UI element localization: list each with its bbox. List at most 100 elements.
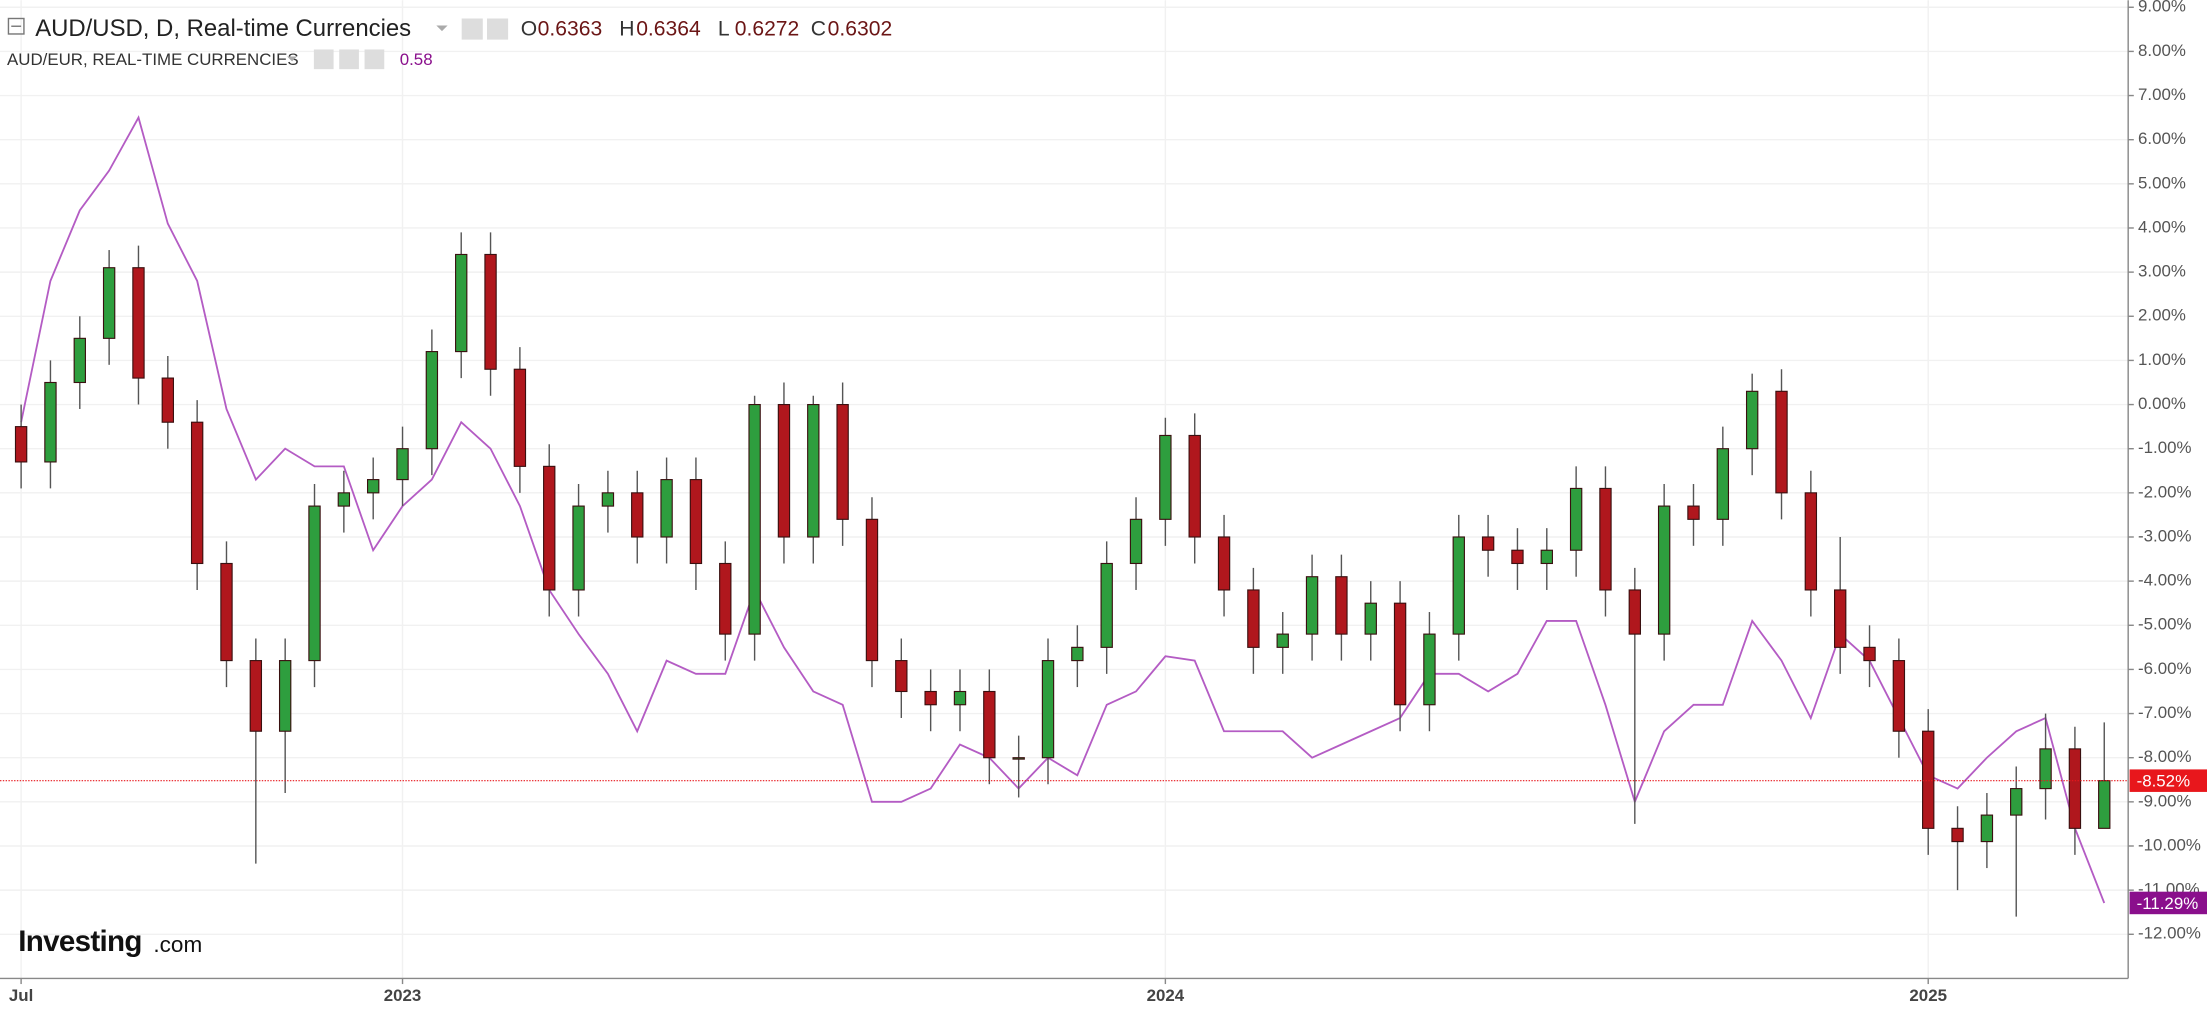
candle-body	[2039, 748, 2052, 790]
candle-body	[1599, 487, 1612, 591]
candle-body	[865, 518, 879, 662]
grid	[0, 0, 2129, 979]
candle-body	[2010, 788, 2023, 816]
ohlc-letter: O	[521, 17, 537, 40]
last-value-badge	[2129, 891, 2207, 915]
candle-body	[366, 479, 380, 494]
last-value-label: -8.52%	[2137, 772, 2190, 791]
candle-body	[1569, 487, 1583, 551]
settings-icon[interactable]	[487, 18, 509, 40]
candle-body	[1305, 576, 1319, 635]
dropdown-arrow[interactable]	[287, 56, 297, 62]
x-tick-label: Jul	[9, 986, 33, 1005]
candle-body	[1159, 434, 1172, 520]
y-tick-label: -3.00%	[2138, 526, 2191, 545]
candle-body	[572, 505, 585, 591]
candle-body	[278, 660, 292, 732]
candle-body	[807, 403, 820, 538]
candle-body	[1951, 827, 1964, 843]
ohlc-value: 0.6272	[735, 17, 800, 40]
x-tick-label: 2023	[384, 986, 422, 1005]
candle-body	[1511, 549, 1524, 565]
y-tick-label: -8.00%	[2138, 747, 2191, 766]
last-value-label: -11.29%	[2137, 894, 2199, 913]
candle-body	[1217, 536, 1231, 591]
y-tick-label: 0.00%	[2138, 394, 2186, 413]
candle-body	[14, 426, 28, 463]
candle-body	[1745, 390, 1759, 450]
settings-icon[interactable]	[313, 49, 334, 70]
ohlc-letter: H	[619, 17, 634, 40]
remove-icon[interactable]	[364, 49, 385, 70]
compare-line	[20, 115, 2106, 904]
y-tick-label: -10.00%	[2138, 835, 2201, 854]
candle-body	[425, 351, 439, 450]
candle-body	[777, 403, 791, 538]
candle-body	[1041, 660, 1055, 759]
candle-body	[924, 690, 937, 706]
x-tick-label: 2024	[1147, 986, 1185, 1005]
candle-body	[73, 337, 86, 384]
main-series-title: AUD/USD, D, Real-time Currencies	[35, 15, 411, 42]
candle-body	[1863, 646, 1876, 662]
logo-suffix: .com	[153, 932, 202, 957]
y-tick-label: 9.00%	[2138, 0, 2186, 16]
candle-body	[1100, 562, 1113, 648]
settings-icon[interactable]	[339, 49, 359, 70]
candle-body	[220, 562, 233, 662]
candle-body	[1071, 646, 1084, 662]
candle-body	[1716, 448, 1730, 520]
candle-body	[1276, 633, 1289, 648]
candle-body	[337, 492, 351, 507]
candle-body	[249, 660, 263, 732]
candle-body	[1423, 633, 1436, 706]
settings-icon[interactable]	[461, 18, 483, 40]
candle-body	[1540, 549, 1553, 565]
logo: Investing	[18, 925, 141, 958]
candle-body	[1012, 757, 1025, 760]
y-tick-label: -5.00%	[2138, 615, 2191, 634]
collapse-icon[interactable]	[7, 17, 25, 35]
candle-body	[719, 562, 732, 635]
candle-body	[455, 253, 468, 353]
ohlc-value: 0.6363	[538, 17, 603, 40]
y-tick-label: -2.00%	[2138, 482, 2191, 501]
candle-body	[895, 660, 908, 693]
y-tick-label: -7.00%	[2138, 703, 2191, 722]
y-tick-label: 1.00%	[2138, 350, 2186, 369]
candle-body	[1775, 390, 1788, 494]
candle-body	[132, 267, 145, 379]
compare-value: 0.58	[400, 50, 433, 69]
candle-body	[1188, 434, 1201, 538]
candle-body	[190, 421, 204, 565]
candle-body	[484, 253, 497, 370]
candle-body	[836, 403, 849, 520]
plot-area	[0, 115, 2129, 917]
candle-body	[748, 403, 761, 635]
candle-body	[689, 479, 703, 565]
candle-body	[2098, 780, 2111, 829]
candle-body	[2068, 748, 2082, 829]
candle-body	[1129, 518, 1143, 565]
ohlc-letter: C	[811, 17, 826, 40]
ohlc-value: 0.6302	[828, 17, 893, 40]
candle-body	[601, 492, 615, 507]
compare-series-title: AUD/EUR, REAL-TIME CURRENCIES	[7, 50, 299, 69]
candle-body	[1833, 589, 1847, 648]
candle-body	[1892, 660, 1906, 732]
y-tick-label: -12.00%	[2138, 924, 2201, 943]
y-tick-label: -6.00%	[2138, 659, 2191, 678]
candle-body	[1452, 536, 1465, 635]
y-tick-label: 3.00%	[2138, 262, 2186, 281]
candle-body	[953, 690, 967, 706]
y-tick-label: -9.00%	[2138, 791, 2191, 810]
candle-body	[396, 448, 409, 481]
dropdown-arrow[interactable]	[436, 25, 448, 32]
candle-body	[308, 505, 321, 662]
candle-body	[631, 492, 644, 538]
candle-body	[1481, 536, 1495, 551]
candle-body	[1628, 589, 1642, 635]
candle-body	[1335, 576, 1348, 635]
